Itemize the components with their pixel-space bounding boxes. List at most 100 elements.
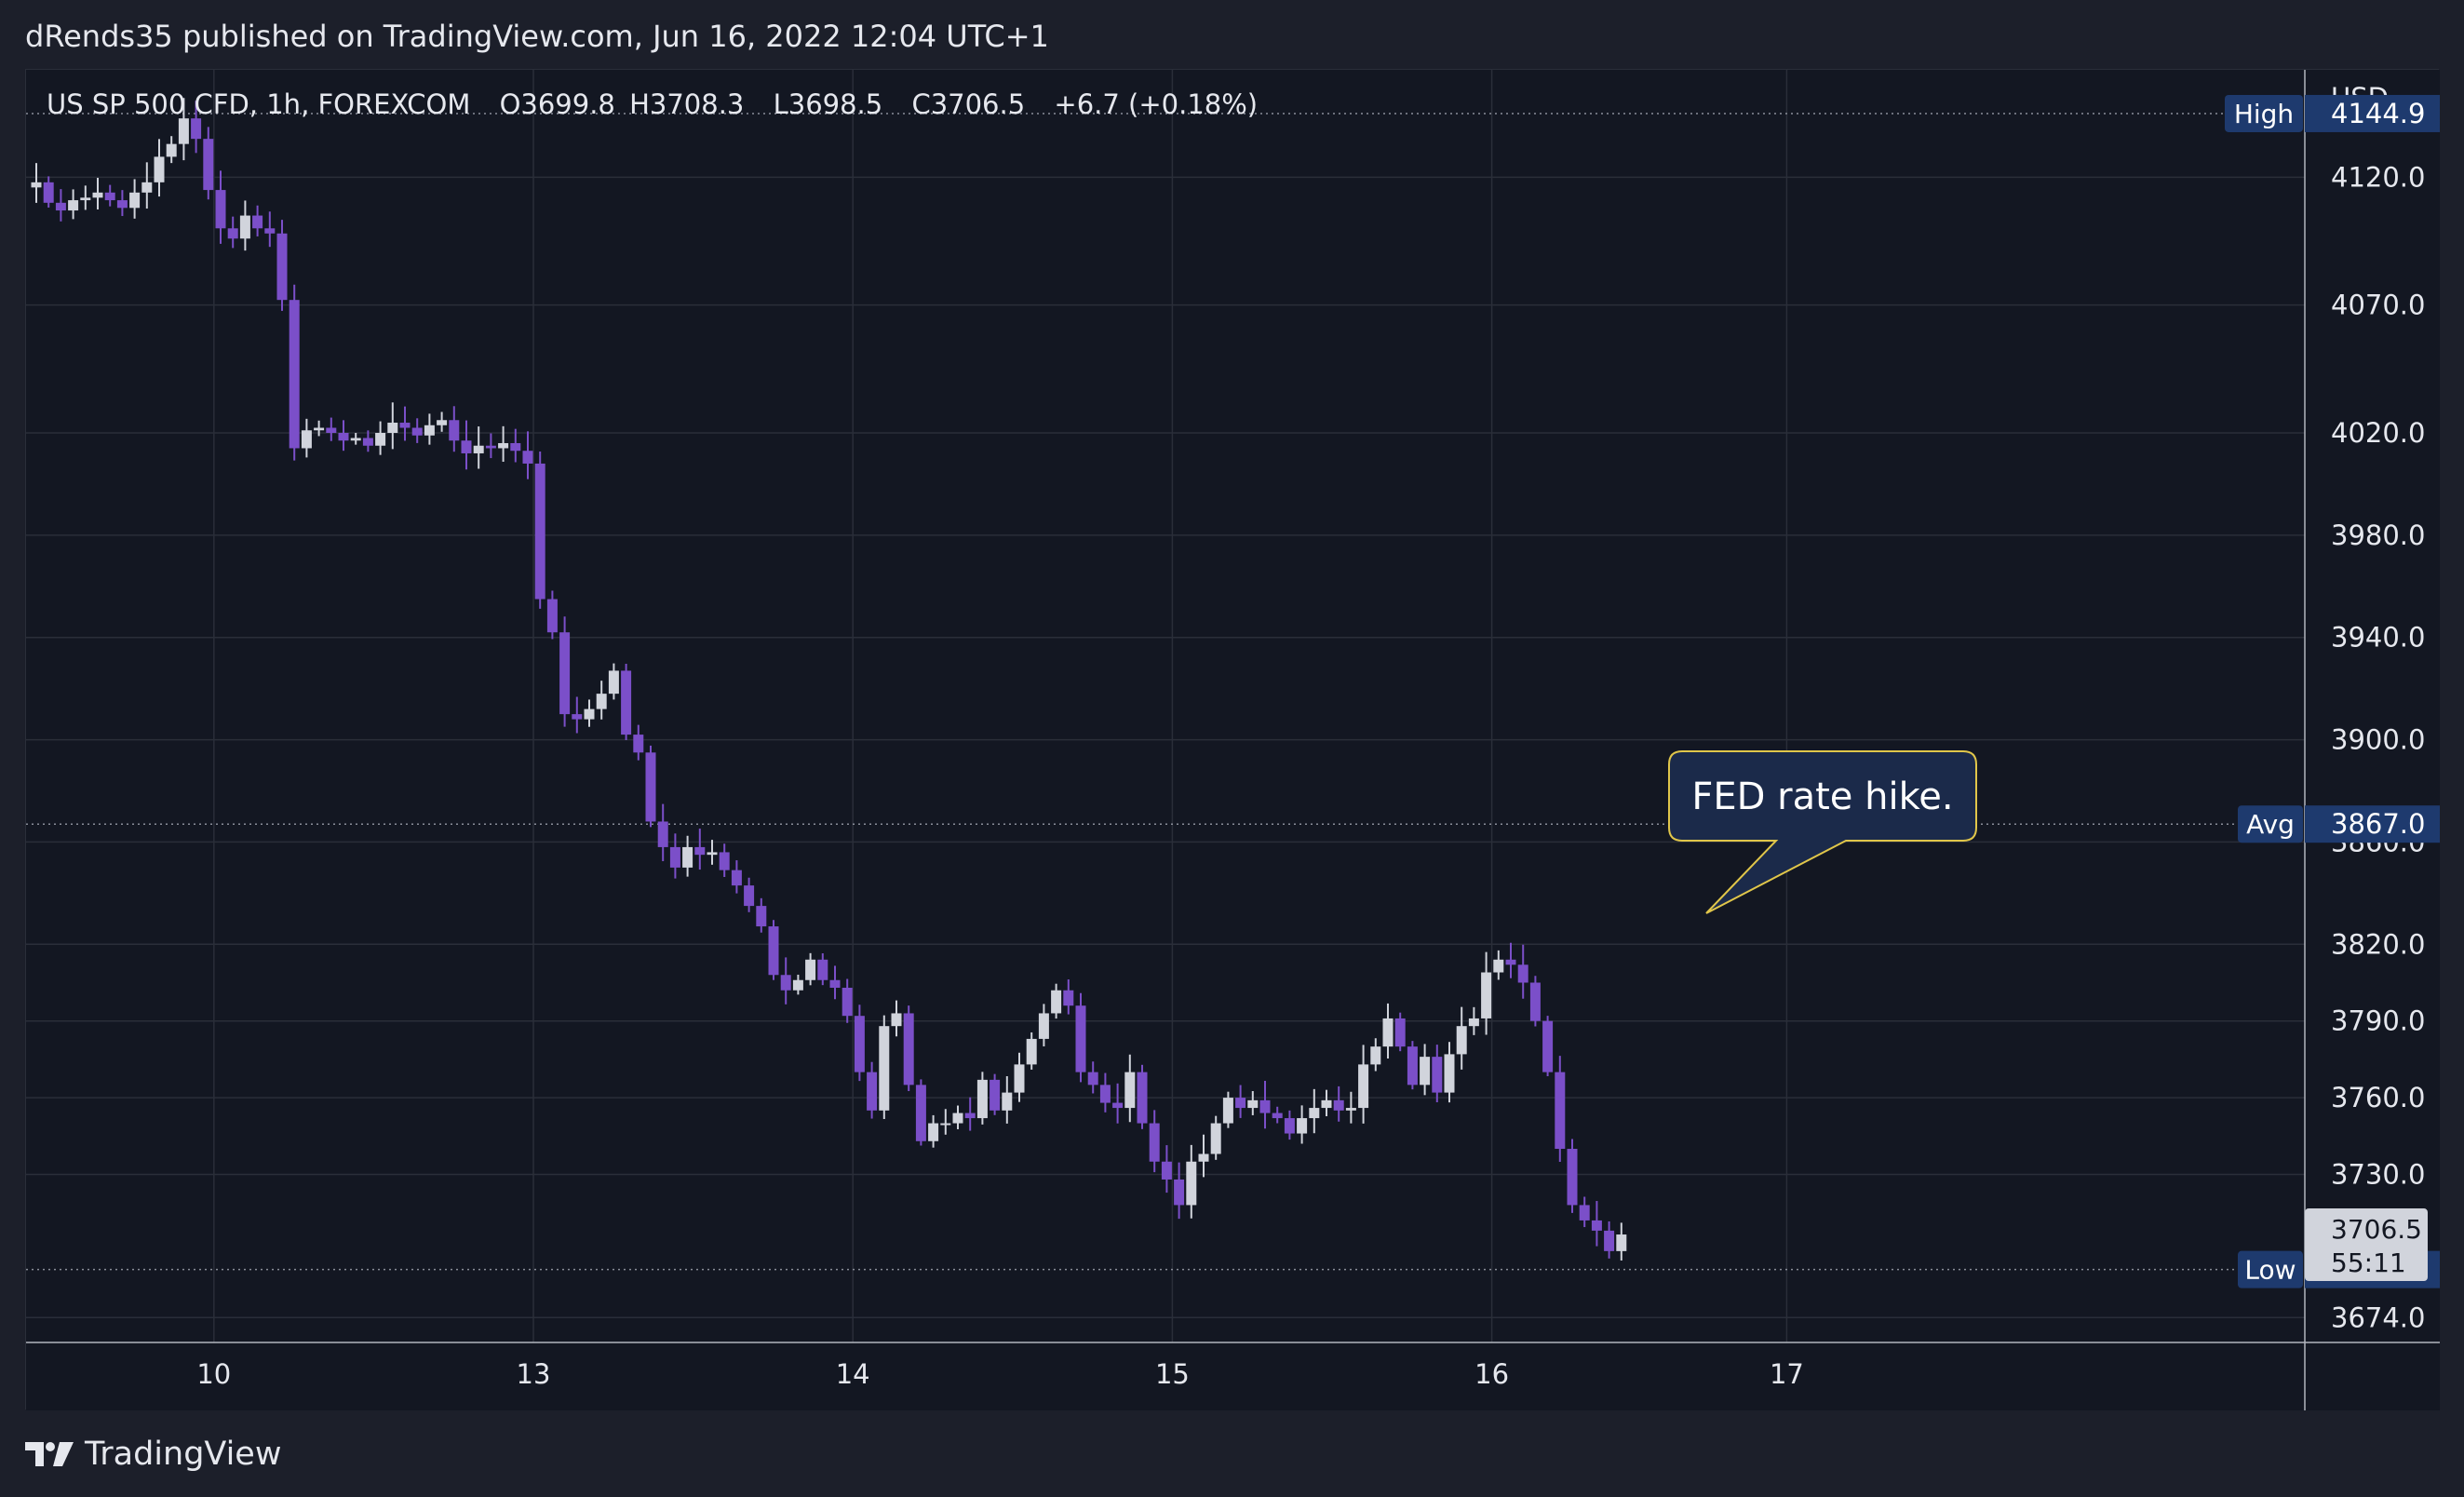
price-tick-label: 3980.0 [2331, 519, 2425, 551]
avg-label-tag [2238, 805, 2303, 843]
candle-body [141, 182, 153, 193]
candle-body [31, 182, 42, 188]
candle-body [1272, 1113, 1283, 1119]
candle-body [362, 438, 373, 446]
candle-body [1358, 1064, 1369, 1109]
candle-body [719, 852, 730, 870]
tradingview-logo[interactable]: TradingView [25, 1434, 281, 1475]
candle-body [1382, 1018, 1394, 1047]
candle-body [1591, 1220, 1602, 1231]
legend-close: C3706.5 [911, 88, 1026, 120]
candle-body [1297, 1118, 1308, 1134]
candle-body [1493, 959, 1504, 973]
candle-body [1394, 1018, 1406, 1047]
candle-body [239, 215, 250, 239]
time-axis[interactable]: 10 13 14 15 16 17 [26, 1342, 2440, 1390]
candle-body [1505, 959, 1516, 965]
price-tick-label: 3900.0 [2331, 724, 2425, 756]
low-label-tag [2238, 1250, 2303, 1288]
candle-body [411, 427, 423, 436]
candle-body [928, 1123, 939, 1141]
candle-body [1309, 1108, 1320, 1119]
annotation-bubble[interactable] [1668, 750, 1977, 914]
candle-body [1247, 1099, 1259, 1109]
candle-body [276, 233, 288, 301]
candle-body [522, 451, 533, 464]
time-tick-label: 17 [1770, 1358, 1804, 1390]
candle-body [940, 1123, 951, 1126]
candle-body [203, 139, 214, 191]
candle-body [817, 959, 828, 980]
candle-body [694, 846, 706, 856]
candle-body [842, 987, 853, 1017]
candle-body [1579, 1205, 1590, 1221]
candle-body [879, 1026, 890, 1111]
candle-body [534, 463, 545, 600]
candle-body [461, 440, 472, 453]
candle-body [1051, 990, 1062, 1014]
legend-low: L3698.5 [773, 88, 883, 120]
candle-body [1517, 964, 1528, 983]
symbol-legend: US SP 500 CFD, 1h, FOREXCOM O3699.8 H370… [47, 88, 1263, 120]
annotation-text: FED rate hike. [1691, 775, 1953, 818]
candle-body [645, 752, 656, 822]
candle-body [1259, 1099, 1271, 1113]
candle-body [129, 192, 141, 209]
price-tick-label-hidden: 3674.0 [2331, 1301, 2425, 1333]
candle-body [1456, 1026, 1467, 1055]
price-tick-label: 3760.0 [2331, 1082, 2425, 1113]
price-tick-label: 3790.0 [2331, 1005, 2425, 1037]
candle-body [1087, 1072, 1098, 1086]
legend-change: +6.7 (+0.18%) [1054, 88, 1259, 120]
candle-body [1529, 982, 1541, 1021]
candle-body [1174, 1179, 1185, 1206]
candle-body [546, 599, 558, 633]
candle-body [1542, 1020, 1554, 1072]
candle-body [375, 433, 386, 446]
candle-body [264, 228, 276, 234]
legend-open: O3699.8 [499, 88, 615, 120]
candle-body [1345, 1108, 1356, 1111]
candle-body [1112, 1102, 1124, 1109]
candle-body [964, 1113, 976, 1119]
price-tick-label: 3940.0 [2331, 622, 2425, 654]
candle-body [1432, 1057, 1443, 1093]
candle-body [1468, 1018, 1479, 1027]
high-value-tag [2305, 94, 2440, 132]
candle-body [1333, 1099, 1344, 1111]
high-label-text: High [2234, 99, 2294, 129]
candle-body [792, 979, 803, 991]
low-label-text: Low [2244, 1255, 2296, 1286]
candle-body [178, 118, 189, 144]
candle-body [572, 714, 583, 720]
candle-body [1014, 1064, 1025, 1093]
candle-body [55, 202, 66, 211]
candle-body [338, 433, 349, 441]
candle-body [633, 735, 644, 753]
candle-body [657, 821, 668, 847]
high-value-text: 4144.9 [2331, 98, 2425, 129]
candle-body [350, 438, 361, 441]
candle-body [1198, 1153, 1209, 1162]
candle-body [80, 197, 91, 201]
price-tick-label: 4020.0 [2331, 417, 2425, 449]
last-price-value: 3706.5 [2331, 1214, 2422, 1245]
candle-body [1321, 1099, 1332, 1109]
candle-body [707, 852, 718, 856]
candle-body [903, 1013, 914, 1086]
candle-body [976, 1079, 988, 1119]
candle-body [756, 906, 767, 927]
time-tick-label: 14 [836, 1358, 870, 1390]
candle-body [1555, 1072, 1566, 1150]
candle-body [227, 228, 238, 239]
price-tick-label: 3730.0 [2331, 1158, 2425, 1190]
annotation-callout[interactable]: FED rate hike. [1668, 750, 1977, 914]
candle-body [1038, 1013, 1049, 1039]
avg-value-text: 3867.0 [2331, 808, 2425, 840]
candle-body [215, 190, 226, 229]
time-tick-label: 13 [517, 1358, 551, 1390]
candle-body [314, 427, 325, 431]
candle-body [473, 445, 484, 453]
